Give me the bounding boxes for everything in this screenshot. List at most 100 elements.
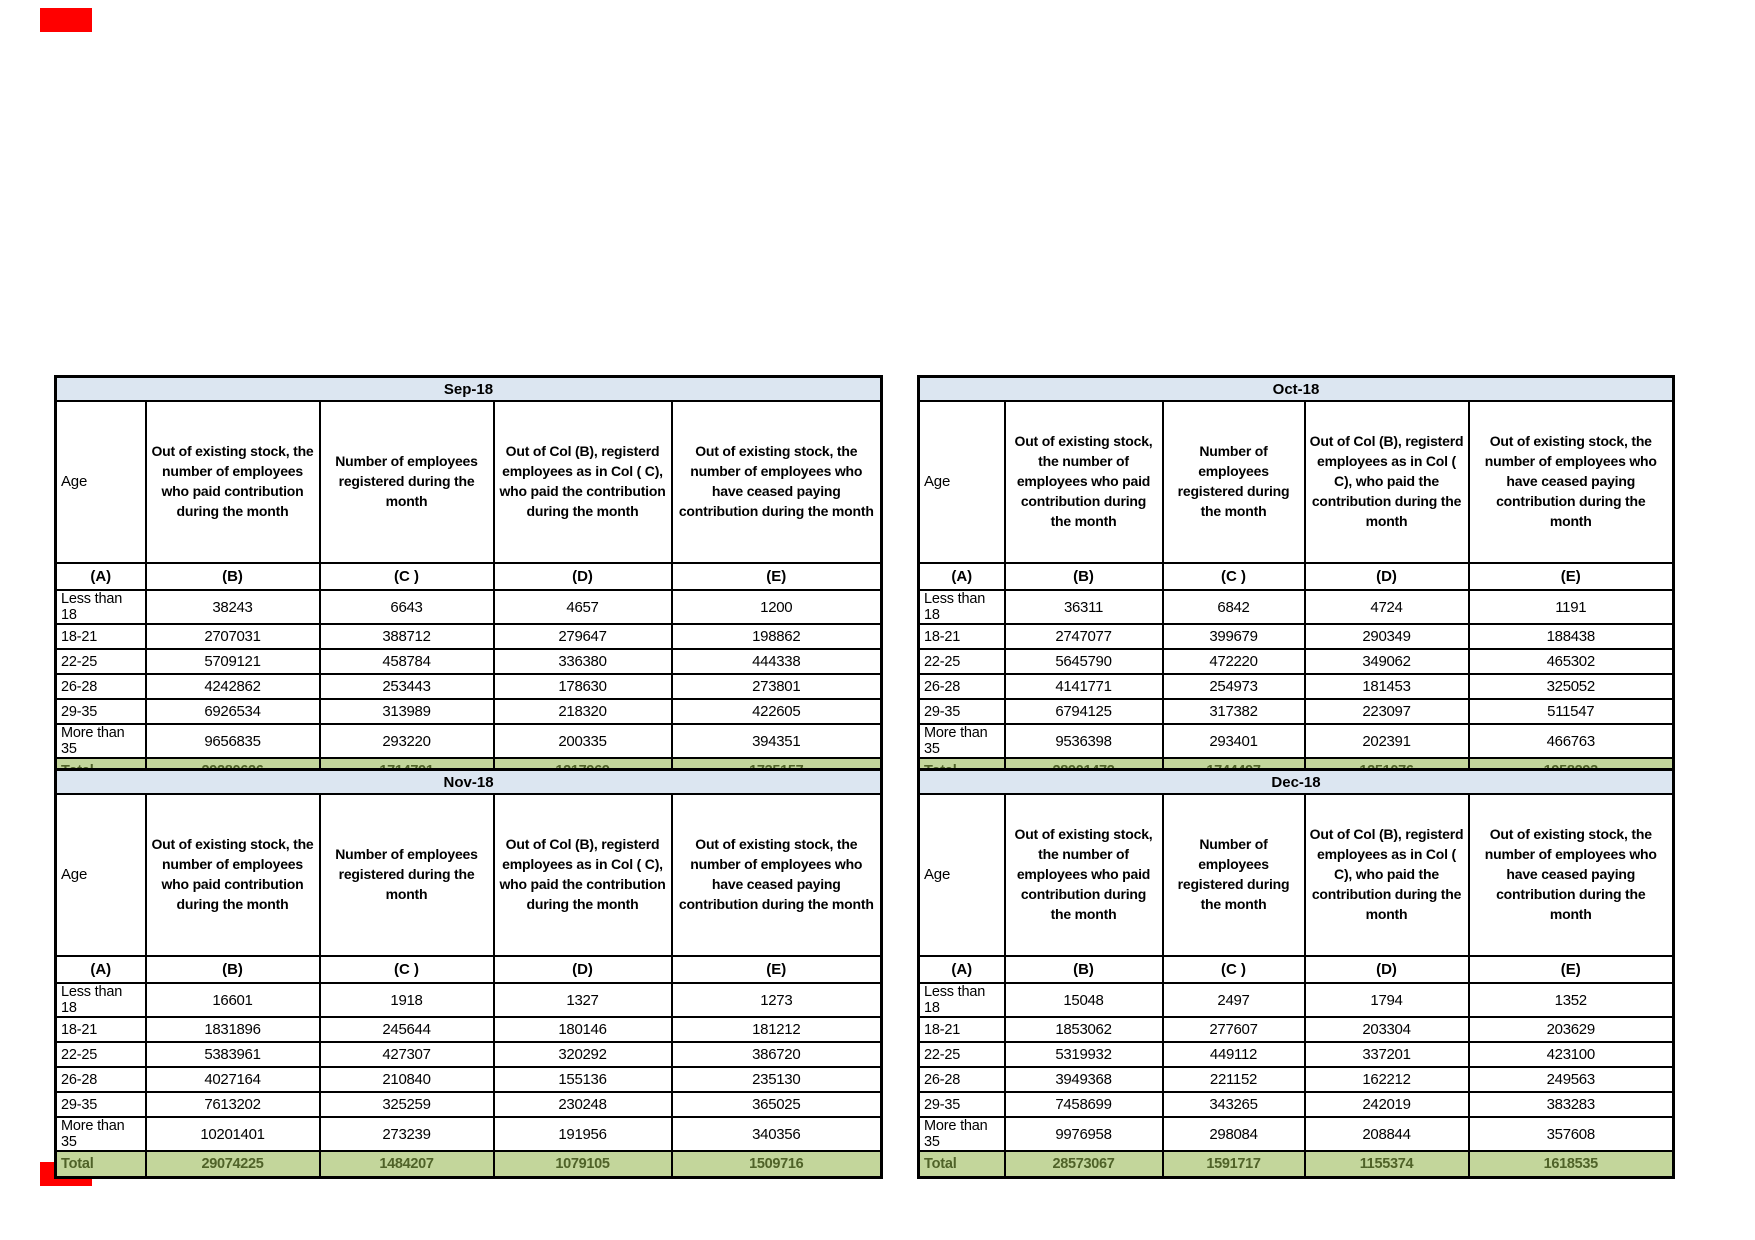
value-cell[interactable]: 4242862 xyxy=(144,673,321,700)
table-title[interactable]: Nov-18 xyxy=(54,768,883,795)
value-cell[interactable]: 325052 xyxy=(1467,673,1675,700)
value-cell[interactable]: 16601 xyxy=(144,982,321,1018)
value-cell[interactable]: 162212 xyxy=(1303,1066,1470,1093)
header-cell-d[interactable]: Out of Col (B), registerd employees as i… xyxy=(1303,793,1470,957)
header-cell-age[interactable]: Age xyxy=(917,400,1006,564)
age-cell[interactable]: 22-25 xyxy=(54,1041,147,1068)
letter-cell[interactable]: (D) xyxy=(492,955,673,984)
header-cell-e[interactable]: Out of existing stock, the number of emp… xyxy=(1467,793,1675,957)
age-cell[interactable]: 26-28 xyxy=(54,673,147,700)
value-cell[interactable]: 1191 xyxy=(1467,589,1675,625)
value-cell[interactable]: 320292 xyxy=(492,1041,673,1068)
header-cell-b[interactable]: Out of existing stock, the number of emp… xyxy=(1003,793,1164,957)
value-cell[interactable]: 38243 xyxy=(144,589,321,625)
value-cell[interactable]: 325259 xyxy=(318,1091,495,1118)
age-cell[interactable]: 29-35 xyxy=(54,698,147,725)
value-cell[interactable]: 223097 xyxy=(1303,698,1470,725)
letter-cell[interactable]: (B) xyxy=(144,955,321,984)
header-cell-b[interactable]: Out of existing stock, the number of emp… xyxy=(144,793,321,957)
letter-cell[interactable]: (C ) xyxy=(1161,562,1306,591)
value-cell[interactable]: 5709121 xyxy=(144,648,321,675)
age-cell[interactable]: 18-21 xyxy=(54,623,147,650)
value-cell[interactable]: 202391 xyxy=(1303,723,1470,759)
letter-cell[interactable]: (E) xyxy=(670,955,883,984)
value-cell[interactable]: 290349 xyxy=(1303,623,1470,650)
value-cell[interactable]: 1352 xyxy=(1467,982,1675,1018)
header-cell-age[interactable]: Age xyxy=(54,400,147,564)
letter-cell[interactable]: (E) xyxy=(670,562,883,591)
value-cell[interactable]: 427307 xyxy=(318,1041,495,1068)
age-cell[interactable]: 26-28 xyxy=(917,673,1006,700)
letter-cell[interactable]: (E) xyxy=(1467,562,1675,591)
age-cell[interactable]: Less than 18 xyxy=(54,982,147,1018)
header-cell-d[interactable]: Out of Col (B), registerd employees as i… xyxy=(1303,400,1470,564)
value-cell[interactable]: 9536398 xyxy=(1003,723,1164,759)
letter-cell[interactable]: (E) xyxy=(1467,955,1675,984)
value-cell[interactable]: 10201401 xyxy=(144,1116,321,1152)
value-cell[interactable]: 245644 xyxy=(318,1016,495,1043)
value-cell[interactable]: 277607 xyxy=(1161,1016,1306,1043)
total-value-cell[interactable]: 1618535 xyxy=(1467,1150,1675,1179)
total-label-cell[interactable]: Total xyxy=(54,1150,147,1179)
value-cell[interactable]: 273801 xyxy=(670,673,883,700)
value-cell[interactable]: 198862 xyxy=(670,623,883,650)
total-value-cell[interactable]: 29074225 xyxy=(144,1150,321,1179)
age-cell[interactable]: Less than 18 xyxy=(54,589,147,625)
value-cell[interactable]: 1200 xyxy=(670,589,883,625)
value-cell[interactable]: 423100 xyxy=(1467,1041,1675,1068)
age-cell[interactable]: Less than 18 xyxy=(917,982,1006,1018)
header-cell-c[interactable]: Number of employees registered during th… xyxy=(1161,400,1306,564)
value-cell[interactable]: 249563 xyxy=(1467,1066,1675,1093)
value-cell[interactable]: 9976958 xyxy=(1003,1116,1164,1152)
value-cell[interactable]: 200335 xyxy=(492,723,673,759)
value-cell[interactable]: 2747077 xyxy=(1003,623,1164,650)
age-cell[interactable]: 26-28 xyxy=(54,1066,147,1093)
value-cell[interactable]: 203629 xyxy=(1467,1016,1675,1043)
value-cell[interactable]: 4657 xyxy=(492,589,673,625)
header-cell-c[interactable]: Number of employees registered during th… xyxy=(318,793,495,957)
header-cell-e[interactable]: Out of existing stock, the number of emp… xyxy=(1467,400,1675,564)
value-cell[interactable]: 2707031 xyxy=(144,623,321,650)
value-cell[interactable]: 293401 xyxy=(1161,723,1306,759)
value-cell[interactable]: 242019 xyxy=(1303,1091,1470,1118)
value-cell[interactable]: 444338 xyxy=(670,648,883,675)
letter-cell[interactable]: (D) xyxy=(1303,562,1470,591)
age-cell[interactable]: 22-25 xyxy=(917,1041,1006,1068)
value-cell[interactable]: 340356 xyxy=(670,1116,883,1152)
value-cell[interactable]: 273239 xyxy=(318,1116,495,1152)
value-cell[interactable]: 235130 xyxy=(670,1066,883,1093)
value-cell[interactable]: 6794125 xyxy=(1003,698,1164,725)
value-cell[interactable]: 5319932 xyxy=(1003,1041,1164,1068)
value-cell[interactable]: 1273 xyxy=(670,982,883,1018)
value-cell[interactable]: 4027164 xyxy=(144,1066,321,1093)
age-cell[interactable]: 29-35 xyxy=(917,698,1006,725)
letter-cell[interactable]: (C ) xyxy=(1161,955,1306,984)
value-cell[interactable]: 4724 xyxy=(1303,589,1470,625)
letter-cell[interactable]: (B) xyxy=(1003,562,1164,591)
total-value-cell[interactable]: 1484207 xyxy=(318,1150,495,1179)
value-cell[interactable]: 188438 xyxy=(1467,623,1675,650)
value-cell[interactable]: 254973 xyxy=(1161,673,1306,700)
value-cell[interactable]: 511547 xyxy=(1467,698,1675,725)
value-cell[interactable]: 298084 xyxy=(1161,1116,1306,1152)
table-title[interactable]: Dec-18 xyxy=(917,768,1675,795)
value-cell[interactable]: 191956 xyxy=(492,1116,673,1152)
value-cell[interactable]: 466763 xyxy=(1467,723,1675,759)
letter-cell[interactable]: (B) xyxy=(1003,955,1164,984)
value-cell[interactable]: 7458699 xyxy=(1003,1091,1164,1118)
header-cell-c[interactable]: Number of employees registered during th… xyxy=(318,400,495,564)
value-cell[interactable]: 4141771 xyxy=(1003,673,1164,700)
value-cell[interactable]: 343265 xyxy=(1161,1091,1306,1118)
value-cell[interactable]: 317382 xyxy=(1161,698,1306,725)
header-cell-d[interactable]: Out of Col (B), registerd employees as i… xyxy=(492,793,673,957)
value-cell[interactable]: 472220 xyxy=(1161,648,1306,675)
value-cell[interactable]: 1327 xyxy=(492,982,673,1018)
value-cell[interactable]: 218320 xyxy=(492,698,673,725)
age-cell[interactable]: More than 35 xyxy=(917,1116,1006,1152)
header-cell-d[interactable]: Out of Col (B), registerd employees as i… xyxy=(492,400,673,564)
header-cell-e[interactable]: Out of existing stock, the number of emp… xyxy=(670,400,883,564)
value-cell[interactable]: 181212 xyxy=(670,1016,883,1043)
value-cell[interactable]: 349062 xyxy=(1303,648,1470,675)
value-cell[interactable]: 465302 xyxy=(1467,648,1675,675)
age-cell[interactable]: More than 35 xyxy=(54,1116,147,1152)
